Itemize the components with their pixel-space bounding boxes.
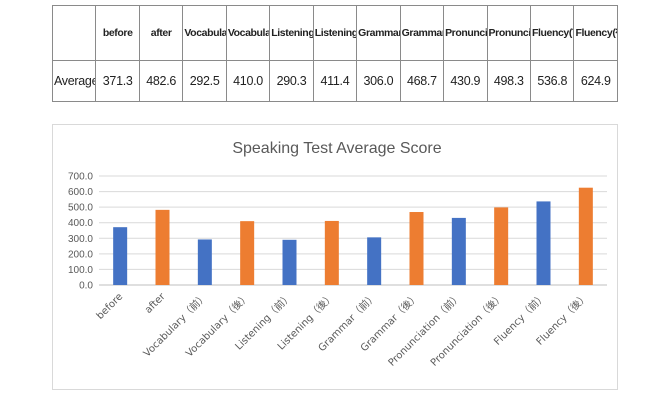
header-cell: Grammar(後): [399, 5, 445, 61]
chart-container: Speaking Test Average Score 0.0 100.0 200.…: [52, 124, 618, 390]
bar: [536, 201, 551, 285]
score-table: before after Vocabulary(前) Vocabulary(後)…: [51, 5, 618, 102]
header-cell: Grammar(前): [356, 5, 401, 61]
bar: [367, 237, 382, 285]
y-tick-label: 700.0: [68, 172, 93, 183]
value-cell: 482.6: [138, 60, 184, 102]
value-cell: 371.3: [95, 60, 140, 102]
y-axis-ticks: 0.0 100.0 200.0 300.0 400.0 500.0 600.0 700.0: [68, 172, 93, 292]
bar: [578, 187, 593, 285]
header-cell: Vocabulary(前): [182, 5, 227, 61]
x-category-label: Pronunciation（前）: [385, 290, 464, 369]
y-tick-label: 600.0: [68, 187, 93, 198]
table-row: Average 371.3 482.6 292.5 410.0 290.3 41…: [51, 60, 618, 102]
value-cell: 410.0: [225, 60, 271, 102]
value-cell: 498.3: [486, 60, 531, 102]
bar: [113, 227, 128, 285]
value-cell: 290.3: [269, 60, 314, 102]
header-cell: after: [138, 5, 184, 61]
header-cell: Listening(後): [312, 5, 358, 61]
bar: [240, 221, 255, 285]
header-cell: Listening(前): [269, 5, 314, 61]
y-tick-label: 0.0: [79, 281, 93, 292]
bar: [494, 207, 509, 285]
y-tick-label: 300.0: [68, 234, 93, 245]
y-tick-label: 100.0: [68, 265, 93, 276]
y-tick-label: 400.0: [68, 218, 93, 229]
value-cell: 624.9: [573, 60, 618, 102]
x-category-label: before: [95, 291, 126, 322]
y-tick-label: 200.0: [68, 249, 93, 260]
header-cell: Vocabulary(後): [225, 5, 271, 61]
row-label: Average: [51, 60, 97, 102]
bar: [282, 239, 297, 285]
bar: [155, 209, 170, 285]
value-cell: 411.4: [312, 60, 358, 102]
value-cell: 292.5: [182, 60, 227, 102]
header-cell: before: [95, 5, 140, 61]
x-category-label: Pronunciation（後）: [427, 290, 506, 369]
bar: [451, 217, 466, 285]
chart-title: Speaking Test Average Score: [232, 140, 441, 157]
bar-chart: Speaking Test Average Score 0.0 100.0 200.…: [68, 140, 607, 369]
value-cell: 430.9: [443, 60, 488, 102]
y-tick-label: 500.0: [68, 203, 93, 214]
header-cell: Pronunciation(前): [443, 5, 488, 61]
x-axis-categories: before afterVocabulary（前）Vocabulary（後）Lis…: [95, 290, 591, 369]
bar: [409, 212, 424, 285]
table-header-row: before after Vocabulary(前) Vocabulary(後)…: [51, 5, 618, 61]
header-cell: Fluency(後): [573, 5, 618, 61]
bars: [113, 187, 593, 285]
value-cell: 306.0: [356, 60, 401, 102]
header-cell: Fluency(前): [529, 5, 575, 61]
gridlines: [99, 175, 607, 286]
bar: [324, 220, 339, 285]
x-category-label: after: [143, 291, 168, 316]
value-cell: 468.7: [399, 60, 445, 102]
value-cell: 536.8: [529, 60, 575, 102]
bar: [197, 239, 212, 285]
header-cell: Pronunciation(後): [486, 5, 531, 61]
table-corner-cell: [51, 5, 97, 61]
